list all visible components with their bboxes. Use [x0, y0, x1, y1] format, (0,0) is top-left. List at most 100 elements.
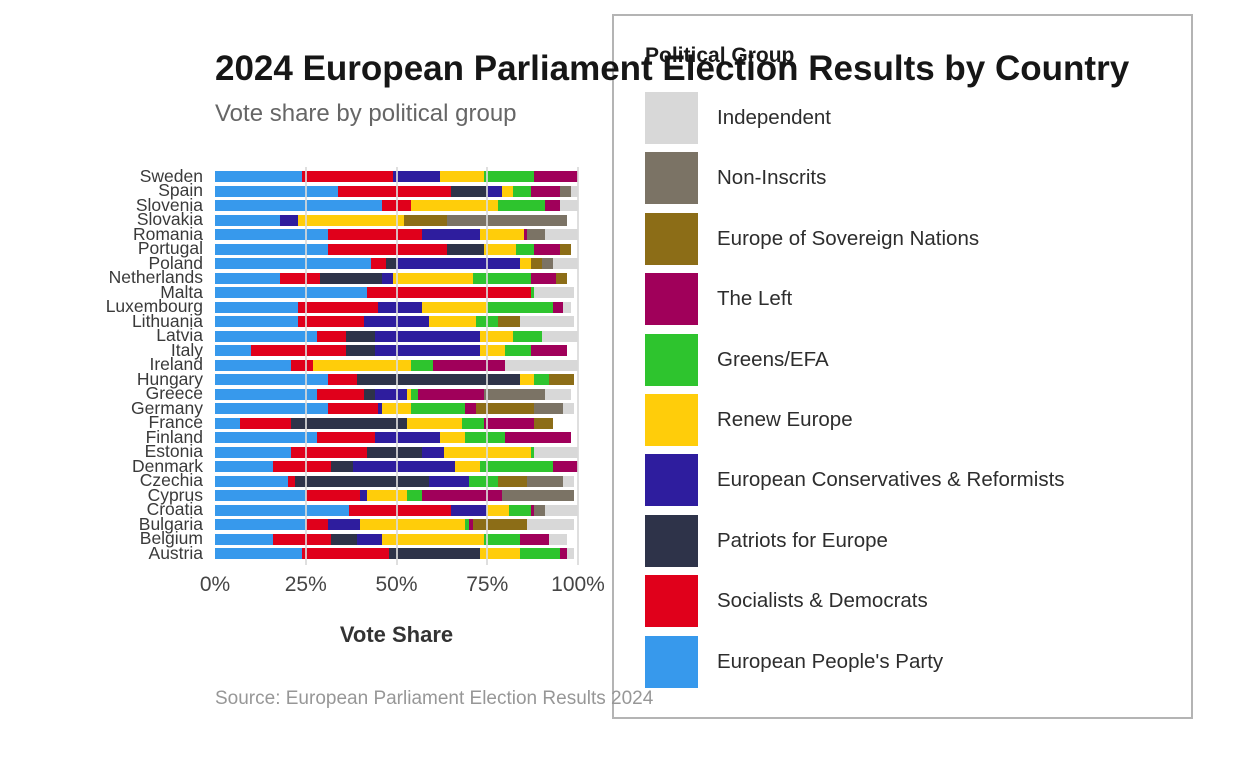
bar-segment: [374, 388, 408, 400]
source-note: Source: European Parliament Election Res…: [215, 688, 654, 709]
bar-row-slovakia: [215, 214, 578, 226]
bar-segment: [505, 359, 578, 371]
bar-segment: [548, 533, 568, 545]
bar-segment: [291, 359, 313, 371]
bar-segment: [371, 258, 386, 269]
bar-row-france: [215, 417, 578, 429]
bar-segment: [519, 316, 575, 327]
bar-segment: [519, 548, 560, 559]
bar-segment: [410, 359, 433, 371]
bar-segment: [298, 316, 364, 327]
bar-segment: [305, 490, 361, 501]
bar-segment: [530, 446, 535, 458]
bar-segment: [479, 461, 553, 472]
legend-item-label: European People's Party: [717, 649, 944, 673]
bar-row-denmark: [215, 461, 578, 472]
legend-swatch: [645, 152, 698, 205]
bar-segment: [440, 171, 484, 182]
bar-segment: [465, 519, 470, 530]
bar-segment: [429, 316, 477, 327]
gridline-100: [577, 167, 579, 565]
country-label-bulgaria: Bulgaria: [138, 513, 203, 534]
bar-segment: [381, 533, 484, 545]
bar-segment: [421, 446, 444, 458]
bar-segment: [545, 229, 578, 240]
bar-segment: [421, 301, 488, 313]
country-label-malta: Malta: [160, 281, 203, 302]
gridline-50: [395, 167, 398, 565]
bar-segment: [273, 461, 332, 472]
country-label-croatia: Croatia: [146, 499, 203, 520]
bar-segment: [530, 272, 557, 284]
country-label-sweden: Sweden: [139, 165, 203, 186]
legend-item: Socialists & Democrats: [645, 575, 1181, 628]
bar-segment: [530, 504, 535, 516]
bar-segment: [367, 287, 531, 298]
bar-segment: [215, 359, 292, 371]
country-label-germany: Germany: [131, 397, 203, 418]
legend-item: Independent: [645, 92, 1181, 144]
legend-item: Europe of Sovereign Nations: [645, 212, 1181, 265]
bar-segment: [273, 533, 332, 545]
bar-segment: [421, 490, 502, 501]
bar-segment: [410, 403, 466, 414]
bar-segment: [421, 229, 480, 240]
x-tick-100: 100%: [551, 573, 605, 596]
bar-row-romania: [215, 229, 578, 240]
bar-segment: [501, 490, 575, 501]
country-label-portugal: Portugal: [137, 238, 203, 259]
bar-segment: [316, 432, 375, 443]
legend-item: Renew Europe: [645, 393, 1181, 446]
legend-item-label: Independent: [717, 106, 832, 129]
bar-segment: [251, 345, 346, 356]
bar-segment: [530, 345, 568, 356]
bar-segment: [215, 287, 368, 298]
bar-segment: [559, 243, 571, 255]
x-tick-0: 0%: [199, 573, 231, 596]
chart-title: 2024 European Parliament Election Result…: [215, 49, 1130, 88]
bar-segment: [302, 171, 393, 182]
bar-segment: [396, 258, 520, 269]
legend-items: Independent Non-Inscrits Europe of Soverei…: [645, 92, 1181, 696]
bar-segment: [389, 548, 480, 559]
bar-segment: [559, 200, 578, 211]
country-labels: Sweden Spain Slovenia Slovakia Romania Portug…: [0, 165, 203, 563]
bar-segment: [472, 519, 528, 530]
bar-segment: [498, 316, 520, 327]
bar-row-cyprus: [215, 490, 578, 501]
bar-segment: [527, 229, 546, 240]
bar-segment: [432, 359, 506, 371]
bar-segment: [215, 243, 328, 255]
bar-row-portugal: [215, 243, 578, 255]
bar-segment: [302, 548, 390, 559]
bar-segment: [215, 432, 317, 443]
bar-row-luxembourg: [215, 301, 578, 313]
country-label-italy: Italy: [170, 339, 203, 360]
bar-segment: [541, 258, 553, 269]
bar-segment: [378, 403, 382, 414]
bar-segment: [215, 171, 303, 182]
bar-segment: [327, 519, 361, 530]
bar-segment: [479, 548, 520, 559]
bar-segment: [479, 345, 506, 356]
bar-segment: [316, 330, 346, 342]
bar-segment: [363, 388, 375, 400]
bar-segment: [447, 243, 484, 255]
bar-segment: [215, 504, 350, 516]
bar-segment: [534, 243, 560, 255]
bar-segment: [240, 417, 292, 429]
legend-swatch: [645, 635, 698, 688]
bar-row-bulgaria: [215, 519, 578, 530]
country-label-finland: Finland: [145, 426, 203, 447]
bar-segment: [519, 258, 531, 269]
legend-swatch: [645, 273, 698, 326]
bar-segment: [545, 504, 578, 516]
bar-row-czechia: [215, 475, 578, 487]
bar-segment: [280, 272, 321, 284]
bar-segment: [472, 272, 531, 284]
bar-segment: [215, 417, 241, 429]
country-label-cyprus: Cyprus: [147, 484, 203, 505]
bar-segment: [374, 345, 480, 356]
bar-segment: [552, 461, 578, 472]
bar-segment: [534, 504, 546, 516]
